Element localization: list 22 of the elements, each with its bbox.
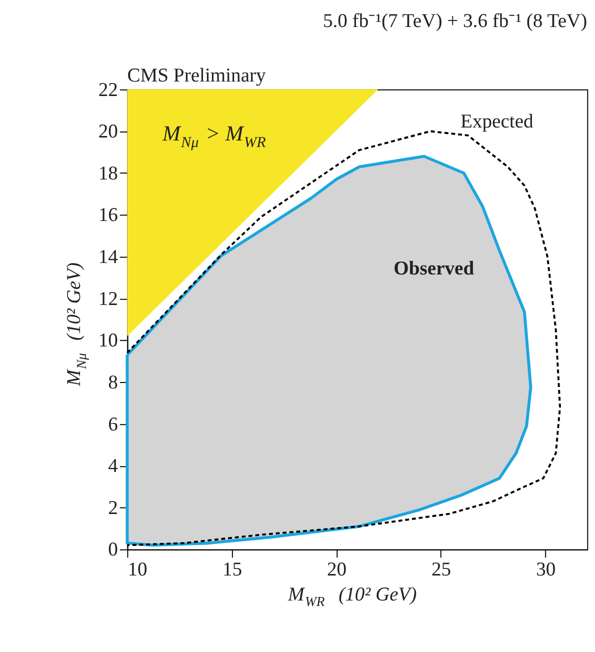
y-tick-label: 16 <box>98 205 118 226</box>
x-tick-label: 10 <box>128 559 148 580</box>
series-label: Expected <box>460 111 534 132</box>
x-tick-label: 25 <box>432 559 452 580</box>
y-tick-label: 4 <box>108 456 118 478</box>
y-tick-label: 10 <box>98 330 118 352</box>
x-tick-label: 15 <box>222 559 242 580</box>
x-tick-label: 20 <box>326 559 347 580</box>
text: CMS Preliminary <box>127 66 266 87</box>
y-axis-title: MNμ (10² GeV) <box>64 262 90 387</box>
chart-title: 5.0 fb⁻¹(7 TeV) + 3.6 fb⁻¹ (8 TeV) <box>322 10 588 32</box>
y-tick-label: 8 <box>108 372 118 394</box>
y-tick-label: 18 <box>98 163 118 184</box>
series-label: Observed <box>394 258 474 280</box>
y-tick-label: 14 <box>98 247 118 268</box>
y-tick-label: 0 <box>108 540 118 561</box>
y-tick-label: 6 <box>108 414 118 436</box>
y-tick-label: 22 <box>98 80 118 101</box>
y-tick-label: 20 <box>98 122 118 143</box>
y-tick-label: 12 <box>98 288 118 310</box>
y-tick-label: 2 <box>108 498 118 519</box>
x-tick-label: 30 <box>536 559 556 580</box>
